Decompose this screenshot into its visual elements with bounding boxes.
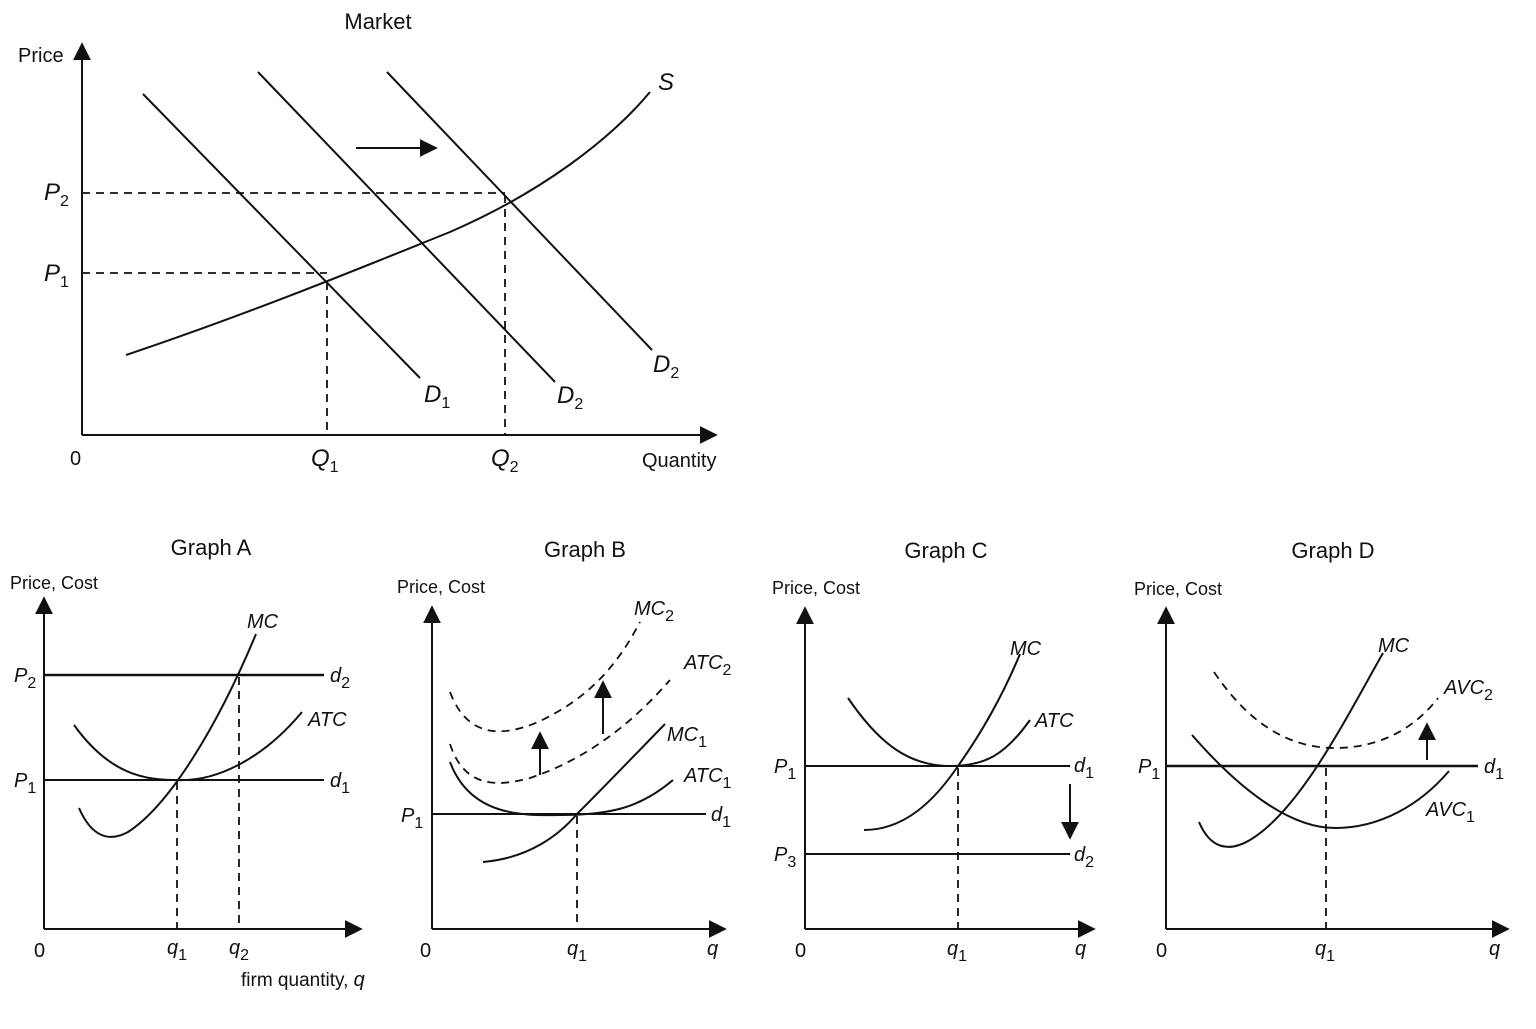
- graph-c-price-label-p1: P1: [774, 756, 796, 783]
- market-curve-label-d2-right: D2: [653, 351, 679, 382]
- market-quantity-label-q2: Q2: [491, 445, 519, 476]
- graph-b-atc2-curve: [449, 679, 671, 784]
- graph-c-origin-label: 0: [795, 940, 806, 962]
- graph-d-title: Graph D: [1291, 538, 1374, 563]
- graph-a-curve-label-d2: d2: [330, 665, 350, 692]
- market-demand-curve-d1: [142, 93, 421, 379]
- graph-d-price-label-p1: P1: [1138, 756, 1160, 783]
- market-quantity-label-q1: Q1: [311, 445, 339, 476]
- graph-c-quantity-label-q1: q1: [947, 938, 967, 965]
- graph-b-price-label-p1: P1: [401, 805, 423, 832]
- graph-b-quantity-label-q1: q1: [567, 938, 587, 965]
- market-demand-curve-d2-right: [386, 71, 653, 351]
- graph-d-curve-label-d1: d1: [1484, 756, 1504, 783]
- graph-b-curve-label-mc2: MC2: [634, 598, 674, 625]
- graph-b-curve-label-atc1: ATC1: [683, 765, 732, 792]
- graph-a-y-axis-label: Price, Cost: [10, 573, 98, 593]
- graph-d-avc2-curve: [1213, 671, 1439, 749]
- graph-d-mc-curve: [1198, 652, 1384, 848]
- graph-c-atc-curve: [847, 697, 1031, 768]
- market-origin-label: 0: [70, 448, 81, 470]
- market-y-axis-label: Price: [18, 45, 64, 67]
- graph-c-curve-label-atc: ATC: [1034, 710, 1074, 732]
- graph-a-curve-label-atc: ATC: [307, 709, 347, 731]
- graph-a-mc-curve: [78, 633, 257, 838]
- graph-c-mc-curve: [863, 653, 1021, 831]
- graph-a-atc-curve: [73, 711, 303, 782]
- graph-d-origin-label: 0: [1156, 940, 1167, 962]
- graph-a-price-label-p2: P2: [14, 665, 36, 692]
- graph-b-origin-label: 0: [420, 940, 431, 962]
- graph-d-x-axis-label: q: [1489, 938, 1500, 960]
- graph-a-x-axis-label: firm quantity, q: [241, 969, 365, 991]
- graph-d-curve-label-avc1: AVC1: [1425, 799, 1475, 826]
- graph-c-panel: Graph C Price, Cost 0 q P1 P3 q1 MC ATC …: [772, 538, 1096, 965]
- graph-a-panel: Graph A Price, Cost 0 firm quantity, q P…: [10, 535, 365, 991]
- graph-a-price-label-p1: P1: [14, 770, 36, 797]
- graph-a-origin-label: 0: [34, 940, 45, 962]
- graph-b-y-axis-label: Price, Cost: [397, 577, 485, 597]
- market-curve-label-d2-middle: D2: [557, 382, 583, 413]
- graph-c-price-label-p3: P3: [774, 844, 796, 871]
- market-supply-curve: [125, 91, 651, 356]
- graph-c-title: Graph C: [904, 538, 987, 563]
- graph-a-curve-label-mc: MC: [247, 611, 279, 633]
- graph-b-curve-label-atc2: ATC2: [683, 652, 732, 679]
- graph-c-curve-label-mc: MC: [1010, 638, 1042, 660]
- market-x-axis-label: Quantity: [642, 450, 716, 472]
- graph-a-quantity-label-q1: q1: [167, 937, 187, 964]
- graph-c-x-axis-label: q: [1075, 938, 1086, 960]
- graph-b-curve-label-d1: d1: [711, 804, 731, 831]
- graph-b-mc1-curve: [482, 723, 666, 863]
- market-price-label-p2: P2: [44, 179, 69, 210]
- graph-d-curve-label-mc: MC: [1378, 635, 1410, 657]
- graph-a-curve-label-d1: d1: [330, 770, 350, 797]
- graph-b-panel: Graph B Price, Cost 0 q P1 q1 MC2 ATC2 M…: [397, 537, 732, 965]
- graph-c-curve-label-d2: d2: [1074, 844, 1094, 871]
- graph-b-curve-label-mc1: MC1: [667, 724, 707, 751]
- graph-b-title: Graph B: [544, 537, 626, 562]
- market-curve-label-s: S: [658, 69, 674, 96]
- graph-d-quantity-label-q1: q1: [1315, 938, 1335, 965]
- graph-a-title: Graph A: [171, 535, 252, 560]
- graph-a-quantity-label-q2: q2: [229, 937, 249, 964]
- graph-d-avc1-curve: [1191, 734, 1450, 830]
- graph-b-mc2-curve: [449, 621, 641, 733]
- graph-d-y-axis-label: Price, Cost: [1134, 579, 1222, 599]
- market-curve-label-d1: D1: [424, 381, 450, 412]
- graph-c-curve-label-d1: d1: [1074, 755, 1094, 782]
- market-title: Market: [344, 9, 411, 34]
- graph-d-panel: Graph D Price, Cost 0 q P1 q1 MC AVC2 AV…: [1134, 538, 1510, 965]
- graph-b-x-axis-label: q: [707, 938, 718, 960]
- graph-d-curve-label-avc2: AVC2: [1443, 677, 1493, 704]
- graph-c-y-axis-label: Price, Cost: [772, 578, 860, 598]
- market-panel: Market Price Quantity 0 P2 P1 Q1 Q2 S D1…: [18, 9, 718, 476]
- graph-b-atc1-curve: [449, 761, 674, 817]
- market-price-label-p1: P1: [44, 260, 69, 291]
- market-demand-curve-d2-middle: [257, 71, 556, 383]
